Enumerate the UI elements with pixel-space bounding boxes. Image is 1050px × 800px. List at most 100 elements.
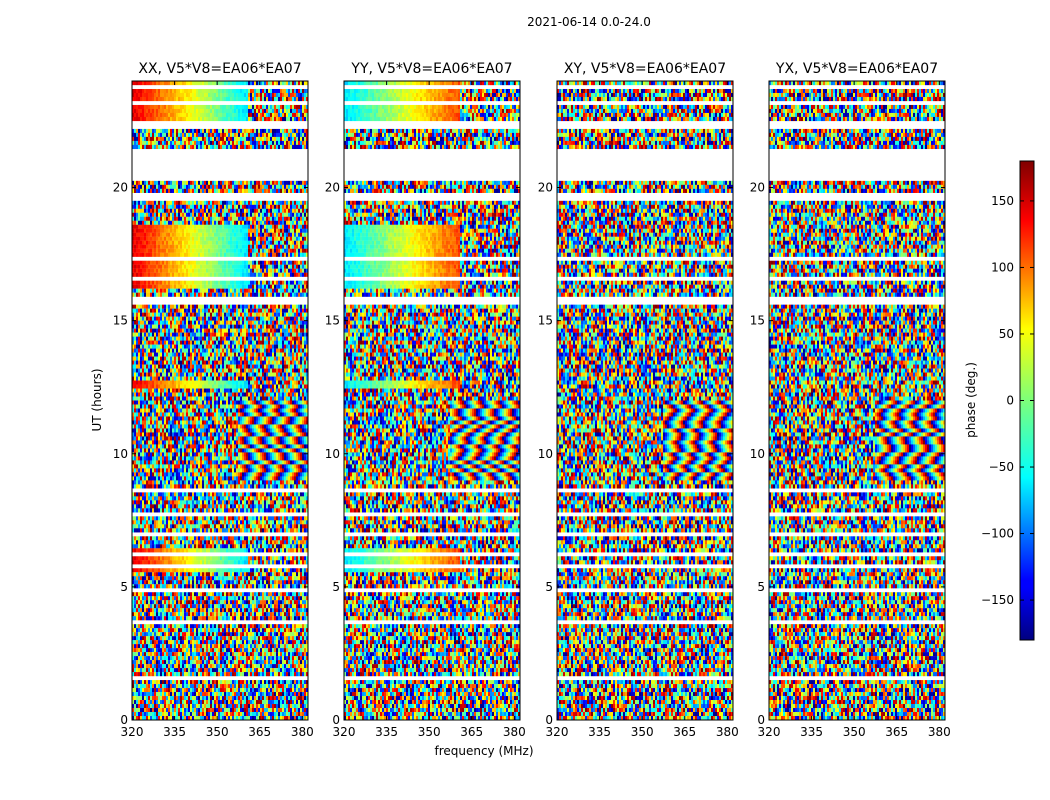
- heat-cell: [138, 105, 140, 109]
- heat-cell: [280, 109, 282, 113]
- heat-cell: [176, 129, 178, 133]
- heat-cell: [256, 81, 258, 85]
- heat-cell: [270, 117, 272, 121]
- heat-cell: [260, 133, 262, 137]
- heat-cell: [250, 105, 252, 109]
- heat-cell: [264, 129, 266, 133]
- heat-cell: [206, 117, 208, 121]
- heat-cell: [296, 105, 298, 109]
- heat-cell: [244, 105, 246, 109]
- heat-cell: [188, 97, 190, 101]
- heat-cell: [200, 81, 202, 85]
- heat-cell: [222, 117, 224, 121]
- heat-cell: [200, 133, 202, 137]
- heat-cell: [246, 113, 248, 117]
- heat-cell: [202, 97, 204, 101]
- heat-cell: [286, 81, 288, 85]
- heat-cell: [196, 137, 198, 141]
- heat-cell: [146, 137, 148, 141]
- heat-cell: [260, 117, 262, 121]
- heat-cell: [188, 109, 190, 113]
- heat-cell: [172, 97, 174, 101]
- heat-cell: [136, 129, 138, 133]
- heat-cell: [228, 93, 230, 97]
- heat-cell: [244, 109, 246, 113]
- heat-cell: [210, 93, 212, 97]
- heat-cell: [206, 105, 208, 109]
- heat-cell: [204, 97, 206, 101]
- heat-cell: [190, 105, 192, 109]
- heat-cell: [198, 137, 200, 141]
- heat-cell: [190, 109, 192, 113]
- heat-cell: [162, 129, 164, 133]
- heat-cell: [180, 109, 182, 113]
- heat-cell: [280, 105, 282, 109]
- heat-cell: [168, 129, 170, 133]
- heat-cell: [172, 105, 174, 109]
- heat-cell: [276, 89, 278, 93]
- heat-cell: [252, 133, 254, 137]
- heat-cell: [174, 93, 176, 97]
- heat-cell: [164, 97, 166, 101]
- heat-cell: [166, 109, 168, 113]
- heat-cell: [204, 93, 206, 97]
- heat-cell: [238, 109, 240, 113]
- heat-cell: [134, 137, 136, 141]
- heat-cell: [244, 129, 246, 133]
- heat-cell: [184, 81, 186, 85]
- heat-cell: [140, 97, 142, 101]
- heat-cell: [154, 133, 156, 137]
- heat-cell: [288, 133, 290, 137]
- heat-cell: [186, 93, 188, 97]
- heat-cell: [282, 81, 284, 85]
- heat-cell: [258, 133, 260, 137]
- heat-cell: [178, 129, 180, 133]
- heat-cell: [158, 133, 160, 137]
- heat-cell: [300, 117, 302, 121]
- heat-cell: [150, 117, 152, 121]
- heat-cell: [188, 105, 190, 109]
- heat-cell: [134, 93, 136, 97]
- heat-cell: [238, 129, 240, 133]
- heat-cell: [198, 117, 200, 121]
- heat-cell: [250, 109, 252, 113]
- heat-cell: [234, 105, 236, 109]
- heat-cell: [262, 93, 264, 97]
- heat-cell: [152, 105, 154, 109]
- heat-cell: [204, 113, 206, 117]
- heat-cell: [176, 97, 178, 101]
- heat-cell: [156, 89, 158, 93]
- heat-cell: [258, 113, 260, 117]
- heat-cell: [254, 109, 256, 113]
- heat-cell: [186, 137, 188, 141]
- heat-cell: [240, 105, 242, 109]
- heat-cell: [300, 129, 302, 133]
- heat-cell: [182, 109, 184, 113]
- heat-cell: [206, 93, 208, 97]
- heat-cell: [246, 89, 248, 93]
- heat-cell: [160, 133, 162, 137]
- heat-cell: [178, 117, 180, 121]
- heat-cell: [282, 113, 284, 117]
- heat-cell: [240, 93, 242, 97]
- heat-cell: [260, 129, 262, 133]
- heat-cell: [178, 133, 180, 137]
- heat-cell: [296, 89, 298, 93]
- heat-cell: [268, 93, 270, 97]
- heat-cell: [242, 89, 244, 93]
- heat-cell: [202, 137, 204, 141]
- heat-cell: [204, 89, 206, 93]
- heat-cell: [176, 105, 178, 109]
- heat-cell: [272, 97, 274, 101]
- heat-cell: [298, 93, 300, 97]
- heat-cell: [288, 105, 290, 109]
- heat-cell: [234, 113, 236, 117]
- heat-cell: [138, 133, 140, 137]
- heat-cell: [284, 117, 286, 121]
- heat-cell: [288, 97, 290, 101]
- heat-cell: [304, 105, 306, 109]
- heat-cell: [270, 89, 272, 93]
- heat-cell: [202, 109, 204, 113]
- heat-cell: [204, 105, 206, 109]
- heat-cell: [166, 89, 168, 93]
